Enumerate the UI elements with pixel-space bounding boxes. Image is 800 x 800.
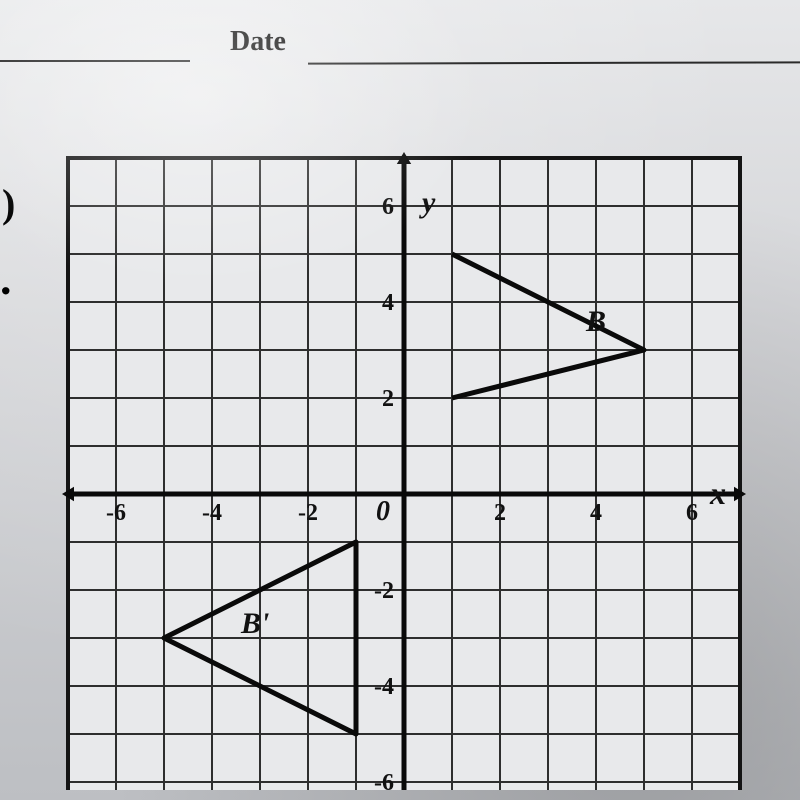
shape-label-B-prime: B' [240,607,269,640]
cropped-text-2: . [0,252,12,305]
date-field-row: Date [0,20,800,76]
y-tick-label: 2 [382,386,394,412]
y-tick-label: -2 [374,578,394,604]
y-tick-label: -4 [374,674,394,700]
x-tick-label: -4 [202,500,222,526]
x-tick-label: 6 [686,500,698,526]
shape-label-B: B [585,305,606,338]
x-tick-label: 4 [590,500,602,526]
cropped-text-1: ) [2,180,15,227]
coordinate-grid: -6 -4 -2 2 4 6 6 4 2 -2 -4 -6 0 y x B B' [60,150,780,790]
y-tick-label: -6 [374,770,394,790]
x-tick-label: 2 [494,500,506,526]
grid-svg: -6 -4 -2 2 4 6 6 4 2 -2 -4 -6 0 y x B B' [60,150,780,790]
name-underline-left [0,60,190,62]
date-underline [308,61,800,64]
origin-label: 0 [376,496,390,527]
y-tick-label: 4 [382,290,394,316]
y-tick-label: 6 [382,194,394,220]
x-tick-label: -2 [298,500,318,526]
date-label: Date [230,26,286,58]
x-tick-label: -6 [106,500,126,526]
y-axis-label: y [419,186,436,219]
x-axis-label: x [709,475,726,511]
